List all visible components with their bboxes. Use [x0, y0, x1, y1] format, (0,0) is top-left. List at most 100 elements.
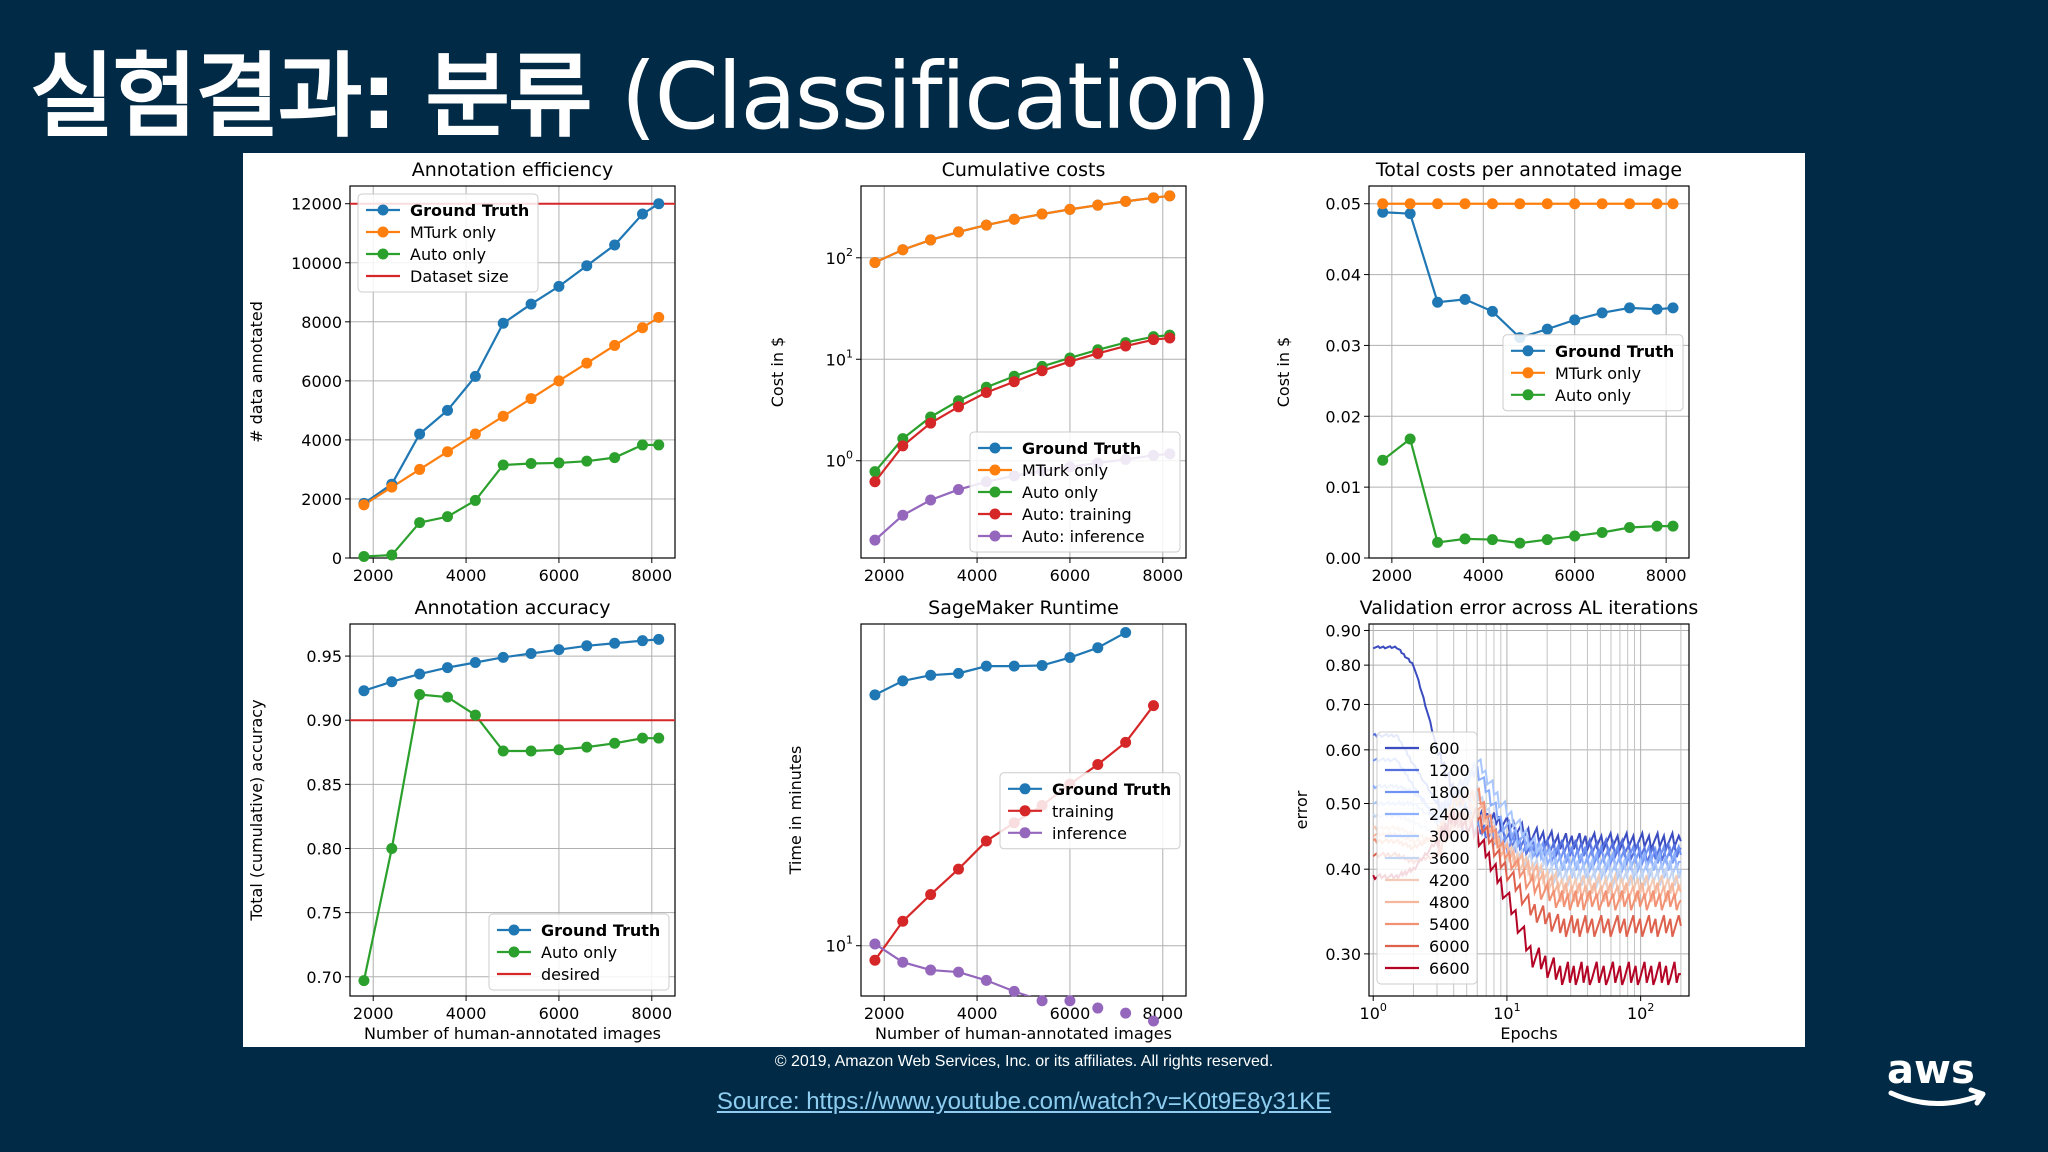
x-tick-label: 8000 — [1646, 566, 1687, 585]
data-point — [469, 428, 481, 440]
legend-marker — [1522, 389, 1534, 401]
x-tick-label: 101 — [1493, 1001, 1520, 1023]
plot-frame — [860, 185, 1187, 559]
data-point — [469, 656, 481, 668]
legend-label: 1800 — [1429, 783, 1470, 802]
data-point — [442, 662, 453, 674]
data-point — [1459, 533, 1471, 545]
data-point — [1651, 520, 1663, 532]
data-point — [1036, 659, 1048, 671]
data-point — [897, 956, 909, 968]
data-point — [414, 517, 426, 529]
aws-logo-text: aws — [1887, 1047, 1975, 1093]
legend-label: 4200 — [1429, 871, 1470, 890]
y-tick-label: 10000 — [291, 254, 342, 273]
y-tick-label: 102 — [826, 246, 853, 268]
legend-label: MTurk only — [410, 223, 496, 242]
y-tick-label: 0.00 — [1325, 549, 1361, 568]
legend-label: training — [1052, 802, 1114, 821]
data-point — [1036, 365, 1048, 377]
x-tick-label: 100 — [1360, 1001, 1387, 1023]
data-point — [469, 709, 481, 721]
data-point — [897, 915, 909, 927]
data-point — [553, 644, 565, 656]
chart-5: 100 101 102 0.30 0.40 0.50 0.60 0.70 0.80 0.90 Val… — [1292, 597, 1698, 1043]
data-point — [609, 339, 621, 351]
legend-box — [1502, 334, 1684, 412]
legend-marker — [377, 248, 389, 260]
data-point — [1569, 314, 1581, 326]
data-point — [869, 938, 881, 950]
x-tick-label: 6000 — [1050, 566, 1091, 585]
data-point — [925, 234, 937, 246]
data-point — [1164, 190, 1176, 202]
data-point — [1120, 627, 1132, 639]
series-line-inference — [874, 943, 1032, 996]
y-axis-label: Total (cumulative) accuracy — [247, 699, 266, 921]
data-point — [469, 370, 481, 382]
legend-marker — [1019, 805, 1031, 817]
data-point — [1541, 198, 1553, 210]
legend-label: Auto only — [1555, 386, 1631, 405]
legend: 600 1200 1800 2400 3000 3600 4200 4800 5400 6000 6… — [1376, 731, 1478, 985]
data-point — [609, 637, 621, 649]
legend-label: 5400 — [1429, 915, 1470, 934]
chart-title: Cumulative costs — [942, 159, 1106, 181]
legend-marker — [1019, 783, 1031, 795]
data-point — [980, 835, 992, 847]
slide-title-en: (Classification) — [620, 43, 1272, 150]
data-point — [1596, 526, 1608, 538]
data-point — [1120, 340, 1132, 352]
data-point — [953, 667, 964, 679]
data-point — [1667, 520, 1679, 532]
data-point — [1541, 323, 1553, 335]
data-point — [1148, 1015, 1159, 1027]
y-tick-label: 0.05 — [1325, 195, 1361, 214]
data-point — [525, 393, 537, 405]
data-point — [1596, 198, 1608, 210]
legend-marker — [377, 204, 389, 216]
data-point — [442, 691, 453, 703]
legend-marker — [1522, 345, 1534, 357]
data-point — [1008, 213, 1020, 225]
data-point — [897, 244, 909, 256]
data-point — [1486, 305, 1498, 317]
legend: Ground Truth MTurk only Auto only Auto: tra… — [969, 431, 1181, 553]
y-tick-label: 0.80 — [306, 839, 342, 858]
data-point — [637, 635, 648, 647]
series-line-600 — [1372, 645, 1682, 854]
chart-title: Total costs per annotated image — [1375, 159, 1682, 181]
plot-frame — [1368, 185, 1690, 559]
data-point — [1064, 356, 1076, 368]
source-link[interactable]: Source: https://www.youtube.com/watch?v=… — [716, 1088, 1332, 1115]
data-point — [497, 745, 509, 757]
chart-title: Annotation accuracy — [415, 597, 611, 619]
data-point — [897, 675, 909, 687]
legend-label: Ground Truth — [541, 921, 660, 940]
y-tick-label: 0.01 — [1325, 478, 1361, 497]
y-axis-label: Cost in $ — [768, 337, 787, 408]
data-point — [497, 651, 509, 663]
x-axis-label: Epochs — [1500, 1024, 1557, 1043]
data-point — [358, 499, 370, 511]
data-point — [637, 322, 648, 334]
data-point — [1092, 347, 1104, 359]
data-point — [553, 744, 565, 756]
data-point — [1404, 433, 1416, 445]
data-point — [869, 476, 881, 488]
y-tick-label: 0.95 — [306, 647, 342, 666]
data-point — [386, 842, 398, 854]
data-point — [1148, 334, 1159, 346]
plot-frame — [1368, 623, 1690, 997]
data-point — [497, 317, 509, 329]
y-tick-label: 0.30 — [1325, 945, 1361, 964]
data-point — [637, 439, 648, 451]
legend-label: 1200 — [1429, 761, 1470, 780]
data-point — [525, 458, 537, 470]
legend: Ground Truth MTurk only Auto only Dataset s… — [357, 193, 539, 293]
legend-label: Ground Truth — [1555, 342, 1674, 361]
y-tick-label: 6000 — [301, 372, 342, 391]
y-tick-label: 0.03 — [1325, 336, 1361, 355]
legend-marker — [508, 946, 520, 958]
data-point — [637, 208, 648, 220]
